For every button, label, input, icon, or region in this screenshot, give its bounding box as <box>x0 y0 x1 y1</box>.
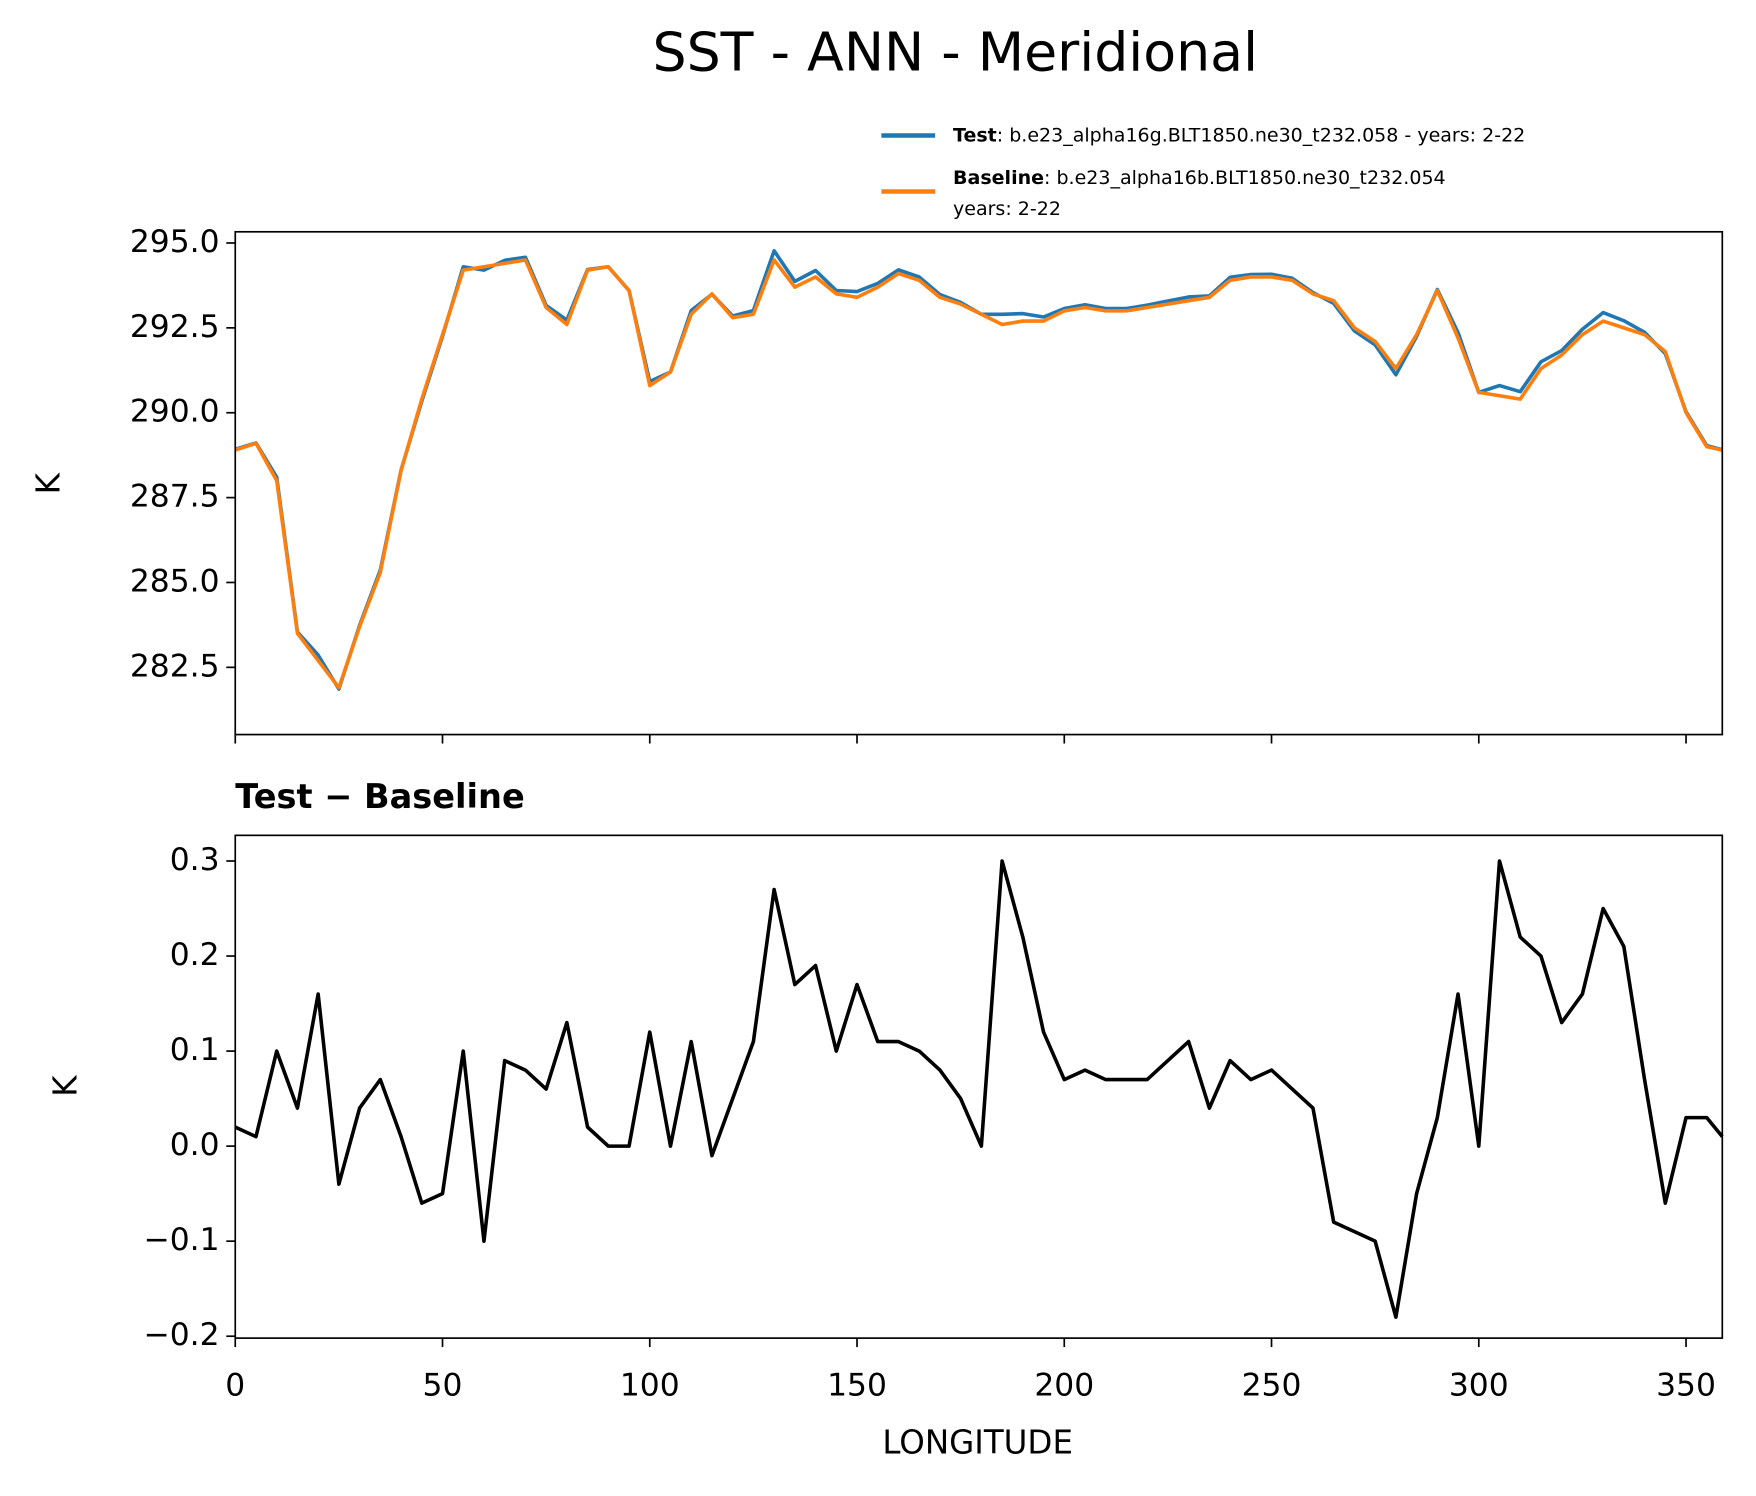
x-tick-label: 200 <box>1034 1367 1094 1403</box>
y-tick-label: 285.0 <box>130 563 220 599</box>
x-tick-label: 100 <box>620 1367 680 1403</box>
y-tick-label: 292.5 <box>130 309 220 345</box>
axes-frame <box>234 230 1724 736</box>
y-axis-label: K <box>29 472 67 494</box>
figure-title: SST - ANN - Meridional <box>652 21 1258 84</box>
y-tick-label: −0.2 <box>143 1317 219 1353</box>
y-tick-label: 0.0 <box>170 1127 220 1163</box>
x-axis-label: LONGITUDE <box>882 1423 1073 1461</box>
y-tick-label: −0.1 <box>143 1222 219 1258</box>
y-tick-label: 287.5 <box>130 479 220 515</box>
plot-area <box>234 859 1724 1319</box>
panel-title: Test − Baseline <box>235 777 524 816</box>
y-tick-label: 282.5 <box>130 648 220 684</box>
x-tick-label: 0 <box>225 1367 245 1403</box>
x-tick-label: 300 <box>1449 1367 1509 1403</box>
legend-name: Test <box>953 124 997 146</box>
legend-entry: Test: b.e23_alpha16g.BLT1850.ne30_t232.0… <box>953 124 1525 146</box>
y-tick-label: 290.0 <box>130 394 220 430</box>
y-tick-label: 0.2 <box>170 937 220 973</box>
legend-label: : b.e23_alpha16g.BLT1850.ne30_t232.058 -… <box>997 124 1526 146</box>
x-tick-label: 250 <box>1242 1367 1302 1403</box>
y-axis-label: K <box>46 1075 84 1097</box>
legend-name: Baseline <box>953 167 1044 189</box>
diff-line <box>234 859 1724 1319</box>
y-tick-label: 0.1 <box>170 1032 220 1068</box>
legend-label: : b.e23_alpha16b.BLT1850.ne30_t232.054 <box>1044 167 1446 189</box>
x-tick-label: 150 <box>827 1367 887 1403</box>
series-line <box>234 249 1723 691</box>
legend-label: years: 2-22 <box>953 198 1061 220</box>
y-tick-label: 295.0 <box>130 224 220 260</box>
legend-entry: Baseline: b.e23_alpha16b.BLT1850.ne30_t2… <box>953 167 1446 189</box>
series-line <box>234 258 1723 690</box>
y-tick-label: 0.3 <box>170 842 220 878</box>
axes-frame <box>234 834 1724 1339</box>
x-tick-label: 50 <box>423 1367 463 1403</box>
x-tick-label: 350 <box>1656 1367 1716 1403</box>
plot-area <box>234 249 1723 691</box>
